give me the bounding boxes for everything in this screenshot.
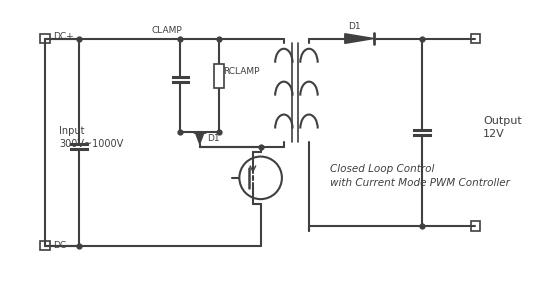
- Bar: [40, 241, 50, 250]
- Text: RCLAMP: RCLAMP: [223, 67, 259, 76]
- Text: Input
300V~1000V: Input 300V~1000V: [60, 126, 124, 149]
- Text: DC-: DC-: [52, 241, 69, 250]
- Polygon shape: [195, 132, 204, 144]
- Text: D1: D1: [348, 22, 361, 31]
- Text: DC+: DC+: [52, 32, 73, 41]
- Text: D1: D1: [208, 134, 220, 143]
- Bar: [470, 34, 480, 43]
- Text: CLAMP: CLAMP: [151, 26, 182, 35]
- Bar: [470, 221, 480, 231]
- Text: Output
12V: Output 12V: [483, 116, 522, 139]
- Bar: [214, 64, 224, 88]
- Bar: [40, 34, 50, 43]
- Polygon shape: [345, 34, 374, 43]
- Text: Closed Loop Control
with Current Mode PWM Controller: Closed Loop Control with Current Mode PW…: [330, 164, 510, 188]
